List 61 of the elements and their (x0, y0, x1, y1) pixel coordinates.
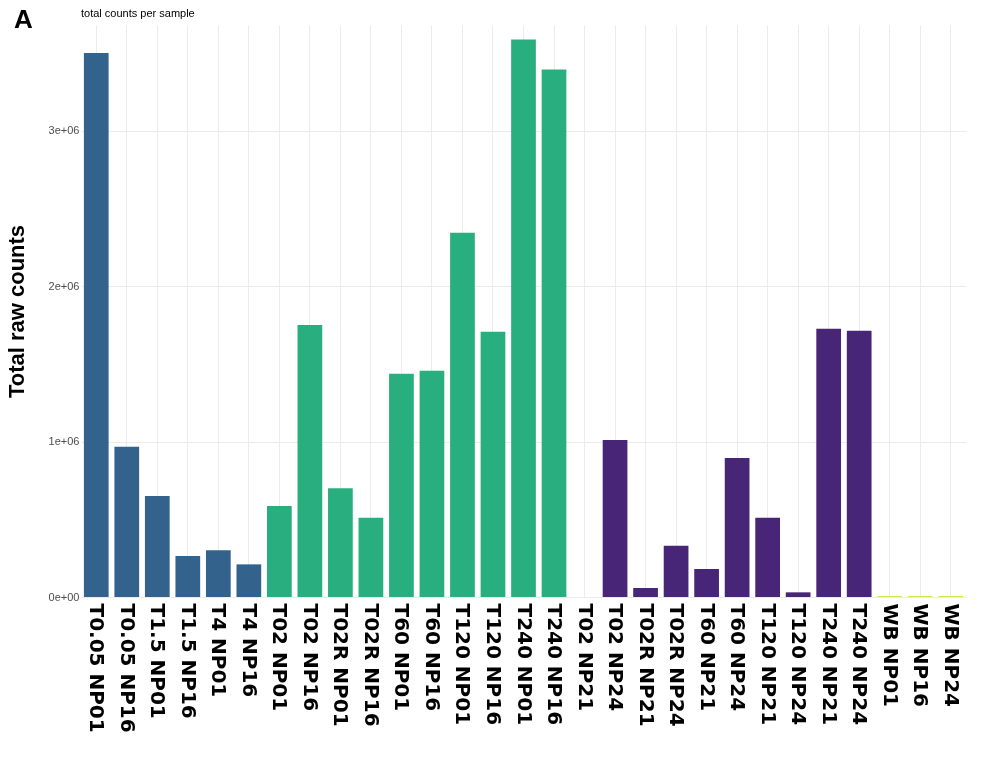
bar (389, 373, 414, 597)
x-tick-label: T240 NP16 (543, 603, 568, 726)
x-tick-label: T02R NP16 (359, 603, 384, 727)
x-tick-label: T02 NP21 (573, 603, 598, 712)
x-tick-label: T1.5 NP16 (176, 603, 201, 719)
x-tick-label: T60 NP21 (695, 603, 720, 712)
bar (511, 39, 536, 597)
x-tick-label: T120 NP01 (451, 603, 476, 726)
y-tick-label: 1e+06 (48, 435, 80, 448)
x-tick-label: T120 NP21 (756, 603, 781, 726)
bar (541, 69, 567, 597)
bar (144, 495, 170, 597)
text: A (14, 4, 33, 35)
x-tick-label: T0.05 NP16 (115, 603, 140, 733)
x-tick-label: T02R NP01 (329, 603, 354, 727)
y-axis-title: Total raw counts (3, 224, 29, 399)
x-tick-label: WB NP01 (878, 603, 903, 707)
bar (724, 457, 750, 597)
x-tick-label: T02 NP24 (604, 603, 629, 712)
bar (816, 328, 842, 597)
bar (205, 550, 231, 597)
y-tick-label: 0e+00 (48, 590, 80, 603)
bar (480, 331, 506, 597)
bar (114, 446, 140, 597)
bar (694, 569, 719, 597)
bar (175, 555, 201, 597)
x-tick-label: T0.05 NP01 (85, 603, 110, 733)
bar (755, 517, 780, 597)
bar (846, 330, 872, 597)
bar (267, 505, 292, 597)
bar (633, 587, 658, 597)
bar (83, 52, 109, 597)
x-tick-label: T4 NP01 (207, 603, 232, 698)
x-tick-label: T120 NP24 (787, 603, 812, 726)
bar (450, 232, 475, 597)
x-tick-label: T60 NP01 (390, 603, 415, 712)
bar (419, 370, 445, 597)
chart-title: total counts per sample (81, 7, 195, 19)
x-tick-label: T02R NP21 (634, 603, 659, 727)
y-tick-label: 2e+06 (48, 279, 80, 292)
x-tick-label: T02 NP16 (298, 603, 323, 712)
x-tick-label: T02R NP24 (665, 603, 690, 727)
x-tick-label: T60 NP24 (726, 603, 751, 712)
x-tick-label: T1.5 NP01 (146, 603, 171, 719)
bar (663, 545, 689, 597)
x-tick-label: T240 NP01 (512, 603, 537, 726)
x-tick-label: T02 NP01 (268, 603, 293, 712)
x-tick-label: WB NP24 (939, 603, 964, 707)
x-tick-label: T60 NP16 (420, 603, 445, 712)
y-tick-label: 3e+06 (48, 124, 80, 137)
bar (328, 488, 353, 597)
bar (297, 324, 323, 597)
bar (358, 517, 384, 597)
x-tick-label: T240 NP24 (848, 603, 873, 726)
x-tick-label: T240 NP21 (817, 603, 842, 726)
bar (602, 440, 628, 597)
bar (785, 592, 811, 597)
x-tick-label: T120 NP16 (481, 603, 506, 726)
x-tick-label: WB NP16 (909, 603, 934, 707)
bar (236, 564, 262, 597)
x-tick-label: T4 NP16 (237, 603, 262, 698)
